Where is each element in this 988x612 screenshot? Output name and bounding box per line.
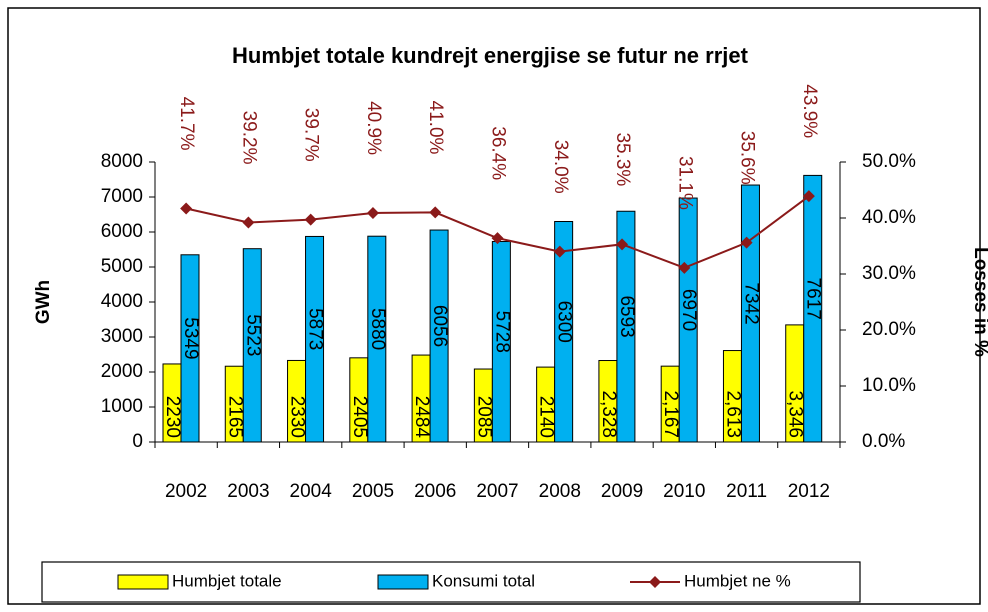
y-tick-label: 2000 bbox=[101, 361, 143, 382]
bar bbox=[242, 248, 262, 443]
legend-label: Humbjet ne % bbox=[684, 571, 791, 590]
x-tick-label: 2006 bbox=[414, 481, 456, 502]
legend-box bbox=[41, 561, 861, 603]
data-label: 5873 bbox=[305, 308, 326, 350]
x-tick-label: 2010 bbox=[663, 481, 705, 502]
data-label: 5880 bbox=[367, 308, 388, 350]
y-tick-label: 6000 bbox=[101, 221, 143, 242]
legend-marker bbox=[649, 576, 661, 588]
data-label: 7342 bbox=[740, 282, 761, 324]
bar bbox=[740, 184, 760, 443]
bar bbox=[367, 235, 387, 443]
y-tick-label: 5000 bbox=[101, 256, 143, 277]
data-label: 2484 bbox=[411, 396, 432, 439]
data-label: 2085 bbox=[473, 396, 494, 438]
y-tick-label: 8000 bbox=[101, 151, 143, 172]
line-marker bbox=[616, 238, 629, 251]
data-label: 41.0% bbox=[425, 101, 446, 155]
x-tick-label: 2007 bbox=[476, 481, 518, 502]
line-marker bbox=[802, 190, 815, 203]
data-label: 31.1% bbox=[674, 156, 695, 210]
data-label: 7617 bbox=[803, 278, 824, 320]
y2-tick-label: 20.0% bbox=[862, 319, 916, 340]
line-marker bbox=[180, 202, 193, 215]
bar bbox=[616, 210, 636, 443]
data-label: 2165 bbox=[224, 396, 245, 438]
x-tick-label: 2003 bbox=[227, 481, 269, 502]
line-marker bbox=[491, 232, 504, 245]
data-label: 2,328 bbox=[598, 390, 619, 438]
x-tick-label: 2012 bbox=[788, 481, 830, 502]
legend-swatch bbox=[117, 574, 169, 590]
y-tick-label: 1000 bbox=[101, 396, 143, 417]
y2-tick-label: 10.0% bbox=[862, 375, 916, 396]
data-label: 2,167 bbox=[660, 390, 681, 438]
y2-tick-label: 0.0% bbox=[862, 431, 905, 452]
line-marker bbox=[304, 213, 317, 226]
bar bbox=[803, 174, 823, 443]
legend-swatch bbox=[377, 574, 429, 590]
data-label: 2330 bbox=[287, 396, 308, 438]
y2-tick-label: 50.0% bbox=[862, 151, 916, 172]
data-label: 5728 bbox=[491, 311, 512, 353]
data-label: 2140 bbox=[536, 396, 557, 438]
x-tick-label: 2009 bbox=[601, 481, 643, 502]
data-label: 35.3% bbox=[612, 132, 633, 186]
data-label: 5349 bbox=[180, 317, 201, 359]
line-marker bbox=[553, 245, 566, 258]
data-label: 5523 bbox=[242, 314, 263, 356]
data-label: 35.6% bbox=[737, 131, 758, 185]
x-tick-label: 2005 bbox=[352, 481, 394, 502]
data-label: 43.9% bbox=[799, 84, 820, 138]
data-label: 3,346 bbox=[785, 390, 806, 438]
y-tick-label: 0 bbox=[132, 431, 143, 452]
y-axis-label: GWh bbox=[33, 280, 54, 324]
y-tick-label: 3000 bbox=[101, 326, 143, 347]
x-tick-label: 2004 bbox=[290, 481, 333, 502]
y2-tick-label: 40.0% bbox=[862, 207, 916, 228]
chart-title: Humbjet totale kundrejt energjise se fut… bbox=[232, 43, 749, 68]
y-tick-label: 7000 bbox=[101, 186, 143, 207]
x-tick-label: 2008 bbox=[539, 481, 581, 502]
bar bbox=[491, 241, 511, 443]
line-marker bbox=[366, 206, 379, 219]
x-tick-label: 2002 bbox=[165, 481, 207, 502]
x-tick-label: 2011 bbox=[726, 481, 767, 502]
data-label: 40.9% bbox=[363, 101, 384, 155]
data-label: 6300 bbox=[554, 301, 575, 343]
bar bbox=[678, 197, 698, 443]
data-label: 2230 bbox=[162, 396, 183, 438]
line-marker bbox=[678, 261, 691, 274]
data-label: 2,613 bbox=[722, 390, 743, 438]
data-label: 39.7% bbox=[301, 108, 322, 162]
data-label: 36.4% bbox=[487, 126, 508, 180]
bar bbox=[180, 254, 200, 443]
line-marker bbox=[429, 206, 442, 219]
legend-label: Humbjet totale bbox=[172, 571, 282, 590]
data-label: 2405 bbox=[349, 396, 370, 438]
bar bbox=[554, 221, 574, 443]
bar bbox=[429, 229, 449, 443]
legend-label: Konsumi total bbox=[432, 571, 535, 590]
y2-axis-label: Losses in % bbox=[970, 247, 988, 357]
data-label: 6970 bbox=[678, 289, 699, 331]
data-label: 41.7% bbox=[176, 97, 197, 151]
data-label: 34.0% bbox=[550, 140, 571, 194]
y2-tick-label: 30.0% bbox=[862, 263, 916, 284]
data-label: 6056 bbox=[429, 305, 450, 347]
line-marker bbox=[242, 216, 255, 229]
line-marker bbox=[740, 236, 753, 249]
y-tick-label: 4000 bbox=[101, 291, 143, 312]
data-label: 6593 bbox=[616, 295, 637, 337]
data-label: 39.2% bbox=[238, 111, 259, 165]
bar bbox=[305, 235, 325, 443]
